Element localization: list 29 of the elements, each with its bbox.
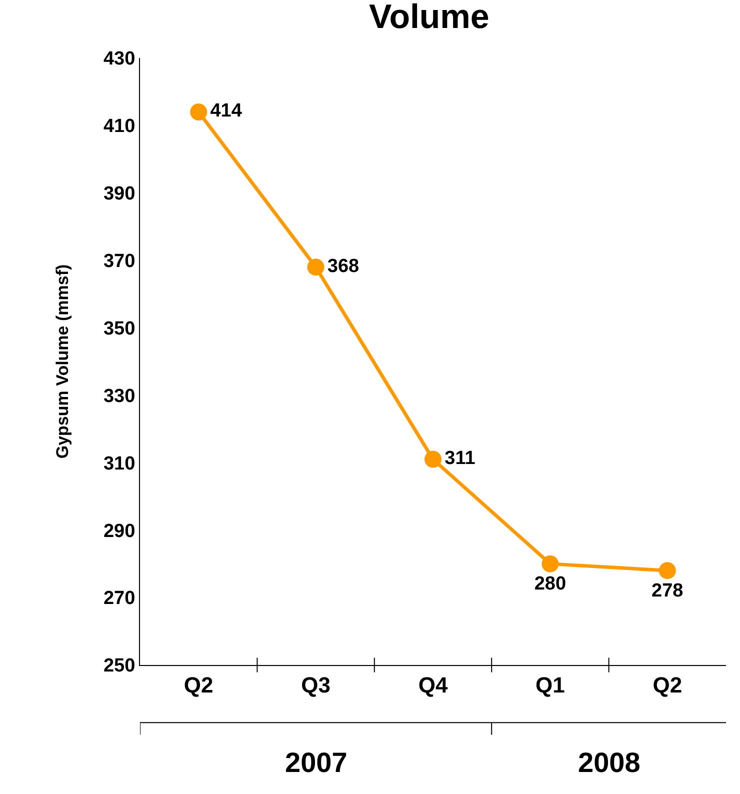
data-label: 280 xyxy=(534,574,566,595)
y-tick-label: 410 xyxy=(103,116,136,138)
chart-title: Volume xyxy=(369,0,490,36)
x-tick-label: Q2 xyxy=(652,672,682,698)
y-axis-title: Gypsum Volume (mmsf) xyxy=(53,264,72,459)
data-label: 278 xyxy=(652,580,684,602)
point xyxy=(542,555,559,572)
y-tick-label: 370 xyxy=(103,250,136,272)
data-label: 311 xyxy=(444,448,476,470)
point xyxy=(658,562,676,580)
y-tick-label: 350 xyxy=(103,318,136,340)
text: 2008 xyxy=(578,747,640,778)
point xyxy=(307,258,324,276)
x-tick-label: Q2 xyxy=(184,672,214,698)
x-tick-label: Q4 xyxy=(418,672,448,698)
y-tick-label: 250 xyxy=(103,656,136,677)
text: 2007 xyxy=(285,747,348,778)
y-tick-label: 270 xyxy=(103,588,136,610)
y-tick-label: 310 xyxy=(103,453,136,474)
x-tick-label: Q1 xyxy=(536,672,565,698)
data-label: 414 xyxy=(210,100,242,122)
y-tick-label: 390 xyxy=(103,184,136,205)
y-tick-label: 430 xyxy=(103,48,136,70)
point xyxy=(424,450,442,468)
point xyxy=(190,103,208,120)
y-tick-label: 290 xyxy=(103,520,136,542)
x-tick-label: Q3 xyxy=(301,672,330,698)
data-label: 368 xyxy=(327,256,360,277)
y-tick-label: 330 xyxy=(103,386,136,407)
